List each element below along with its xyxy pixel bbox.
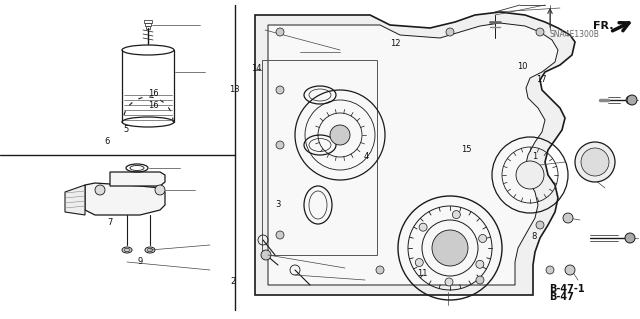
Circle shape <box>261 250 271 260</box>
Circle shape <box>452 211 460 219</box>
Circle shape <box>446 28 454 36</box>
Text: 14: 14 <box>252 64 262 73</box>
Circle shape <box>536 221 544 229</box>
Bar <box>146 26 150 29</box>
Text: 15: 15 <box>461 145 471 154</box>
Circle shape <box>276 231 284 239</box>
Circle shape <box>563 213 573 223</box>
Circle shape <box>419 223 427 231</box>
Circle shape <box>536 28 544 36</box>
Circle shape <box>627 95 637 105</box>
Circle shape <box>516 161 544 189</box>
Text: 4: 4 <box>364 152 369 161</box>
Text: 2: 2 <box>230 277 236 286</box>
Circle shape <box>546 266 554 274</box>
Circle shape <box>415 258 423 267</box>
Text: 6: 6 <box>104 137 109 146</box>
Text: 11: 11 <box>417 269 427 278</box>
Text: 13: 13 <box>229 85 240 94</box>
Circle shape <box>581 148 609 176</box>
Text: FR.: FR. <box>593 21 614 31</box>
Circle shape <box>276 86 284 94</box>
Circle shape <box>95 185 105 195</box>
Text: 3: 3 <box>275 200 280 209</box>
Circle shape <box>432 230 468 266</box>
Circle shape <box>479 234 486 242</box>
Text: B-47-1: B-47-1 <box>549 284 585 294</box>
Circle shape <box>565 265 575 275</box>
Circle shape <box>276 28 284 36</box>
Text: 8: 8 <box>531 232 536 241</box>
Bar <box>145 23 151 26</box>
Circle shape <box>276 141 284 149</box>
Circle shape <box>625 233 635 243</box>
Text: 17: 17 <box>536 75 547 84</box>
Bar <box>262 60 377 255</box>
Ellipse shape <box>147 248 153 252</box>
Text: 16: 16 <box>148 89 159 98</box>
Circle shape <box>445 278 453 286</box>
Circle shape <box>626 96 634 104</box>
Polygon shape <box>85 183 165 215</box>
Text: 5: 5 <box>123 125 128 134</box>
Polygon shape <box>268 23 558 285</box>
Circle shape <box>476 276 484 284</box>
Circle shape <box>476 260 484 268</box>
Polygon shape <box>110 172 165 186</box>
Text: 7: 7 <box>108 218 113 227</box>
Polygon shape <box>65 185 85 215</box>
Circle shape <box>575 142 615 182</box>
Text: 1: 1 <box>532 152 538 161</box>
Polygon shape <box>255 12 575 295</box>
Circle shape <box>376 266 384 274</box>
Text: 12: 12 <box>390 39 400 48</box>
Ellipse shape <box>124 248 130 252</box>
Text: 16: 16 <box>148 101 159 110</box>
Bar <box>144 20 152 23</box>
Circle shape <box>330 125 350 145</box>
Text: 10: 10 <box>517 63 527 71</box>
Circle shape <box>155 185 165 195</box>
Text: B-47: B-47 <box>549 292 574 302</box>
Text: SNA4E1300B: SNA4E1300B <box>550 30 600 39</box>
Text: 9: 9 <box>138 257 143 266</box>
